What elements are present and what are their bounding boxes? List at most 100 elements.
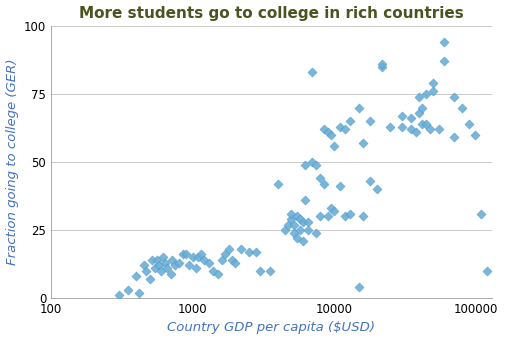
Point	[218, 257, 226, 262]
Point	[378, 64, 386, 69]
Point	[320, 181, 328, 186]
Point	[341, 126, 349, 132]
Point	[346, 118, 354, 124]
Point	[465, 121, 473, 126]
Point	[320, 126, 328, 132]
Point	[194, 254, 203, 260]
Point	[179, 252, 187, 257]
Point	[312, 230, 320, 235]
Point	[330, 208, 338, 214]
Point	[324, 214, 332, 219]
Point	[359, 140, 367, 146]
Point	[287, 216, 295, 222]
Point	[426, 126, 434, 132]
Point	[359, 214, 367, 219]
Point	[252, 249, 260, 254]
Point	[449, 135, 458, 140]
Point	[304, 219, 312, 224]
Point	[142, 268, 150, 274]
Point	[418, 121, 426, 126]
Point	[167, 271, 175, 276]
Point	[483, 268, 491, 274]
Point	[308, 69, 316, 75]
Point	[386, 124, 394, 129]
Point	[185, 263, 193, 268]
Point	[429, 80, 437, 86]
Point	[205, 260, 213, 265]
Point	[163, 266, 171, 271]
Point	[341, 214, 349, 219]
Point	[148, 257, 157, 262]
Point	[415, 110, 423, 116]
Point	[153, 257, 161, 262]
Point	[124, 287, 132, 293]
Point	[256, 268, 264, 274]
Point	[155, 263, 163, 268]
Point	[458, 105, 466, 110]
Point	[169, 257, 177, 262]
Point	[336, 184, 344, 189]
Point	[312, 162, 320, 167]
Point	[327, 205, 335, 211]
Point	[200, 257, 208, 262]
Point	[146, 276, 154, 282]
Point	[135, 290, 143, 295]
Title: More students go to college in rich countries: More students go to college in rich coun…	[79, 5, 464, 20]
Point	[225, 246, 233, 252]
Point	[228, 257, 236, 262]
Point	[159, 254, 167, 260]
Point	[221, 252, 229, 257]
Point	[418, 105, 426, 110]
Point	[293, 235, 301, 241]
Point	[304, 227, 312, 233]
Point	[188, 254, 196, 260]
Point	[157, 268, 165, 274]
Point	[115, 293, 123, 298]
Point	[284, 222, 292, 227]
Point	[132, 274, 140, 279]
Point	[298, 219, 307, 224]
Point	[422, 91, 430, 97]
Point	[295, 216, 304, 222]
Point	[300, 197, 309, 203]
Point	[355, 105, 363, 110]
Point	[290, 230, 298, 235]
Point	[324, 129, 332, 135]
Point	[139, 263, 147, 268]
Point	[407, 126, 415, 132]
Point	[298, 238, 307, 243]
Point	[477, 211, 485, 216]
Point	[308, 159, 316, 165]
Point	[440, 58, 448, 64]
Point	[373, 186, 381, 192]
Point	[197, 252, 205, 257]
Point	[293, 214, 301, 219]
Point	[151, 266, 159, 271]
Point	[161, 260, 169, 265]
Point	[397, 113, 406, 118]
Point	[316, 175, 324, 181]
X-axis label: Country GDP per capita ($USD): Country GDP per capita ($USD)	[167, 321, 375, 335]
Point	[237, 246, 245, 252]
Point	[330, 143, 338, 148]
Point	[300, 162, 309, 167]
Point	[182, 252, 190, 257]
Point	[407, 116, 415, 121]
Point	[366, 118, 374, 124]
Point	[440, 39, 448, 45]
Y-axis label: Fraction going to college (GER): Fraction going to college (GER)	[6, 59, 19, 265]
Point	[397, 124, 406, 129]
Point	[336, 124, 344, 129]
Point	[346, 211, 354, 216]
Point	[287, 211, 295, 216]
Point	[175, 260, 183, 265]
Point	[378, 61, 386, 67]
Point	[327, 132, 335, 137]
Point	[366, 178, 374, 184]
Point	[274, 181, 282, 186]
Point	[412, 129, 420, 135]
Point	[316, 214, 324, 219]
Point	[449, 94, 458, 99]
Point	[231, 260, 239, 265]
Point	[422, 121, 430, 126]
